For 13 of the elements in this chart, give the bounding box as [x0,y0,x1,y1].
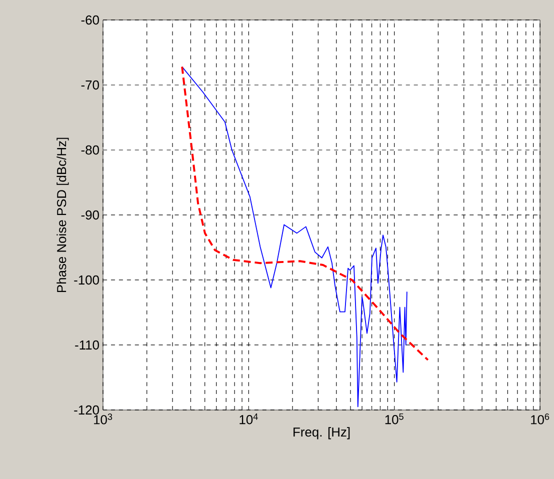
y-tick-label: -70 [81,80,99,90]
x-tick-label: 10$^{4}$ [240,414,258,424]
x-tick-label: 10$^{6}$ [531,414,550,424]
x-tick-label: 10$^{3}$ [94,414,112,424]
y-tick-label: -80 [81,145,99,155]
y-tick-label: -60 [81,15,99,25]
y-tick-label: -110 [75,340,99,350]
x-tick-label: 10$^{5}$ [385,414,404,424]
y-tick-label: -90 [81,210,99,220]
y-tick-label: -100 [74,275,99,285]
y-tick-label: -120 [74,405,99,415]
y-axis-title: Phase Noise PSD [dBc/Hz] [56,138,69,292]
x-axis-title: Freq. [Hz] [294,427,350,440]
